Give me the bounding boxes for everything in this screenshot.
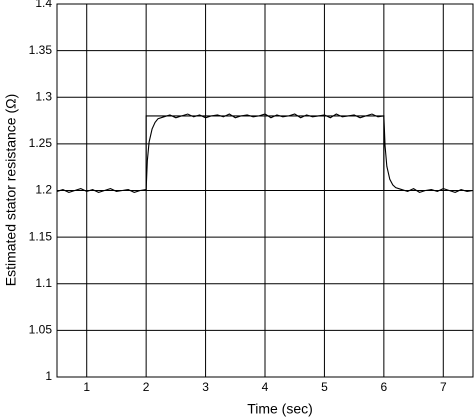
- y-tick-label: 1.15: [29, 229, 53, 243]
- y-tick-label: 1: [45, 369, 52, 383]
- series-line: [56, 113, 474, 193]
- y-tick-label: 1.4: [35, 0, 52, 10]
- x-axis-title: Time (sec): [247, 401, 313, 417]
- x-tick-label: 4: [262, 380, 269, 394]
- y-tick-label: 1.3: [35, 89, 52, 103]
- x-tick-label: 5: [321, 380, 328, 394]
- x-tick-label: 2: [143, 380, 150, 394]
- y-tick-label: 1.2: [35, 183, 52, 197]
- x-tick-label: 1: [83, 380, 90, 394]
- y-tick-label: 1.1: [35, 276, 52, 290]
- y-tick-label: 1.35: [29, 43, 53, 57]
- y-tick-label: 1.25: [29, 136, 53, 150]
- x-tick-label: 6: [381, 380, 388, 394]
- x-tick-label: 7: [440, 380, 447, 394]
- y-tick-label: 1.05: [29, 323, 53, 337]
- y-axis-title: Estimated stator resistance (Ω): [3, 94, 19, 287]
- x-tick-label: 3: [202, 380, 209, 394]
